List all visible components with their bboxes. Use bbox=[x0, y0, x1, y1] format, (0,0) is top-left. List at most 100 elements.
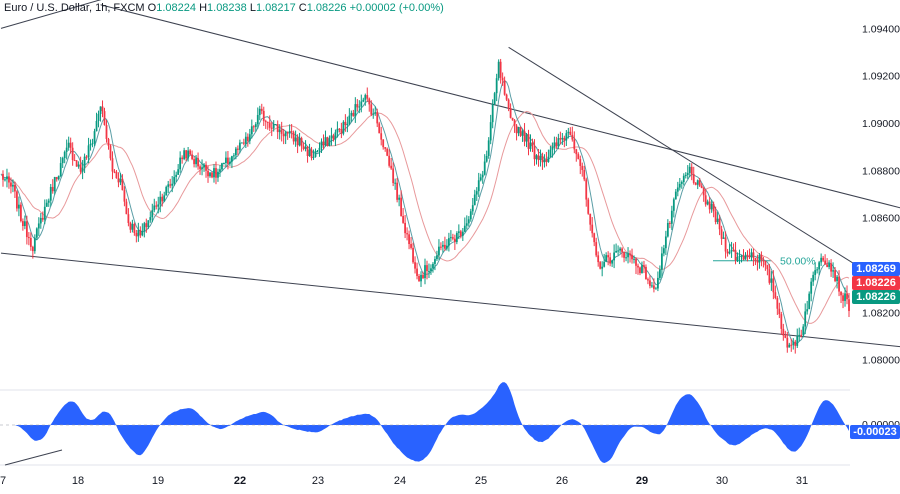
candle-body bbox=[716, 218, 719, 223]
candle-body bbox=[177, 169, 180, 175]
high-label: H bbox=[199, 2, 208, 14]
candle-body bbox=[483, 161, 486, 175]
candle-body bbox=[153, 205, 156, 211]
candle-body bbox=[119, 178, 122, 183]
candle-body bbox=[812, 274, 815, 282]
candle-body bbox=[304, 146, 307, 149]
candle-body bbox=[684, 174, 687, 176]
close-value: 1.08226 bbox=[306, 2, 347, 14]
candle-body bbox=[197, 158, 199, 167]
candle-body bbox=[804, 311, 807, 327]
candle-body bbox=[531, 142, 534, 147]
candle-body bbox=[43, 206, 46, 220]
candle-body bbox=[199, 166, 201, 169]
candle-body bbox=[455, 233, 458, 243]
candle-body bbox=[463, 225, 466, 232]
candle-body bbox=[826, 264, 829, 267]
candle-body bbox=[53, 177, 56, 192]
candle-body bbox=[260, 108, 263, 111]
candle-body bbox=[346, 123, 349, 126]
candle-body bbox=[438, 246, 440, 256]
candle-body bbox=[290, 131, 293, 133]
candle-body bbox=[378, 123, 381, 134]
candle-body bbox=[352, 112, 355, 117]
candle-body bbox=[344, 121, 347, 126]
candle-body bbox=[601, 266, 604, 269]
candle-body bbox=[700, 185, 703, 189]
candle-body bbox=[714, 211, 717, 223]
time-tick-label: 22 bbox=[234, 475, 246, 487]
candle-body bbox=[567, 131, 570, 134]
candle-body bbox=[786, 337, 789, 348]
candle-body bbox=[788, 344, 791, 348]
price-badge-green: 1.08226 bbox=[852, 290, 900, 304]
candle-body bbox=[513, 120, 516, 126]
fib-50-label: 50.00% bbox=[780, 256, 816, 268]
candle-body bbox=[519, 126, 522, 136]
candle-body bbox=[434, 259, 436, 264]
candle-body bbox=[734, 250, 737, 261]
candle-body bbox=[527, 134, 530, 149]
candle-body bbox=[380, 133, 383, 140]
price-badge-red: 1.08226 bbox=[852, 276, 900, 290]
candle-body bbox=[2, 173, 4, 180]
trendlines[interactable] bbox=[0, 0, 900, 353]
candle-body bbox=[816, 269, 819, 271]
candle-body bbox=[139, 230, 142, 236]
candle-body bbox=[264, 120, 267, 122]
candle-body bbox=[633, 258, 635, 260]
candle-body bbox=[207, 170, 209, 177]
candle-body bbox=[330, 135, 333, 139]
candle-body bbox=[398, 197, 401, 200]
candle-body bbox=[537, 155, 540, 161]
candle-body bbox=[690, 166, 693, 175]
candle-body bbox=[20, 204, 22, 222]
candle-body bbox=[732, 249, 735, 251]
candle-body bbox=[768, 269, 771, 283]
candle-body bbox=[18, 204, 20, 209]
candle-body bbox=[187, 150, 190, 159]
close-label: C bbox=[298, 2, 307, 14]
candle-body bbox=[410, 244, 412, 248]
candle-body bbox=[649, 280, 651, 286]
candle-body bbox=[625, 257, 627, 259]
symbol-legend[interactable]: Euro / U.S. Dollar, 1h, FXCM O1.08224 H1… bbox=[4, 2, 444, 14]
candle-body bbox=[549, 149, 552, 157]
candle-body bbox=[23, 221, 26, 227]
candle-body bbox=[129, 222, 132, 230]
fib-level[interactable]: 50.00% bbox=[713, 256, 816, 268]
candle-body bbox=[406, 233, 408, 235]
symbol-title[interactable]: Euro / U.S. Dollar, 1h, FXCM bbox=[4, 2, 145, 14]
candle-body bbox=[451, 237, 454, 239]
candle-body bbox=[181, 157, 184, 160]
candle-body bbox=[764, 260, 767, 266]
candle-body bbox=[593, 233, 596, 243]
candle-body bbox=[55, 177, 58, 180]
candle-body bbox=[238, 142, 241, 150]
time-tick-label: 29 bbox=[636, 475, 648, 487]
candle-body bbox=[286, 132, 289, 134]
candle-body bbox=[842, 295, 844, 301]
candle-body bbox=[282, 133, 285, 137]
candle-body bbox=[790, 344, 793, 346]
candle-body bbox=[712, 203, 715, 212]
time-tick-label: 19 bbox=[152, 475, 164, 487]
candle-body bbox=[581, 165, 584, 170]
candle-body bbox=[838, 276, 840, 292]
open-value: 1.08224 bbox=[156, 2, 196, 14]
candle-body bbox=[59, 163, 62, 176]
candle-body bbox=[432, 263, 434, 269]
candle-body bbox=[453, 238, 456, 243]
candle-body bbox=[651, 285, 653, 287]
candle-body bbox=[704, 195, 707, 205]
candle-body bbox=[475, 191, 478, 195]
time-axis[interactable]: 17 18 19 22 23 24 25 26 29 30 31 bbox=[0, 475, 808, 487]
candle-body bbox=[744, 254, 747, 260]
candle-body bbox=[605, 255, 608, 262]
candle-body bbox=[736, 256, 739, 261]
candle-body bbox=[402, 216, 405, 223]
candle-body bbox=[818, 262, 821, 270]
candle-body bbox=[326, 137, 329, 147]
